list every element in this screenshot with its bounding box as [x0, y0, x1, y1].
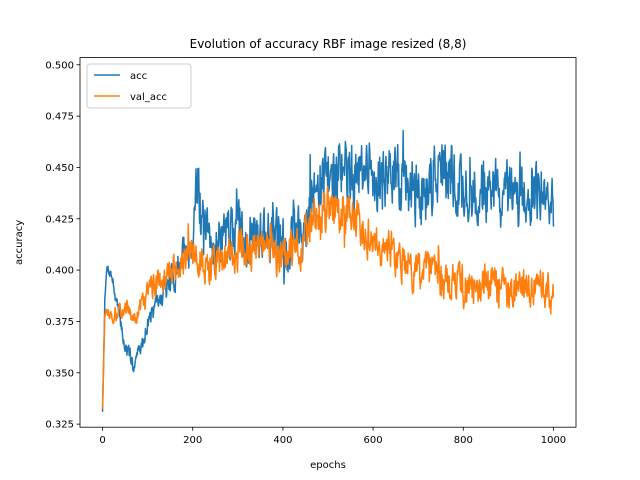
x-tick-label: 400 [273, 435, 292, 446]
series-line-acc [101, 129, 555, 412]
plot-area [79, 57, 577, 428]
x-axis-ticks: 0 200 400 600 800 1000 [99, 427, 566, 446]
chart-title: Evolution of accuracy RBF image resized … [190, 37, 467, 51]
series-layer [101, 129, 555, 412]
y-tick-label: 0.450 [45, 163, 74, 174]
axes-frame [79, 57, 577, 428]
y-tick-label: 0.425 [45, 214, 74, 225]
legend-label-acc: acc [130, 71, 147, 82]
y-tick-label: 0.475 [45, 112, 74, 123]
legend: acc val_acc [86, 63, 192, 109]
y-tick-label: 0.375 [45, 317, 74, 328]
legend-label-val-acc: val_acc [130, 92, 167, 103]
y-axis-label: accuracy [14, 220, 25, 265]
series-line-val-acc [101, 185, 555, 409]
x-tick-label: 800 [454, 435, 473, 446]
y-tick-label: 0.350 [45, 368, 74, 379]
x-tick-label: 200 [183, 435, 202, 446]
y-axis-ticks: 0.325 0.350 0.375 0.400 0.425 0.450 0.475 0.500 [45, 60, 80, 431]
y-tick-label: 0.500 [45, 60, 74, 71]
y-tick-label: 0.400 [45, 266, 74, 277]
x-axis-label: epochs [310, 460, 346, 471]
x-tick-label: 600 [364, 435, 383, 446]
x-tick-label: 0 [99, 435, 105, 446]
y-tick-label: 0.325 [45, 420, 74, 431]
x-tick-label: 1000 [541, 435, 566, 446]
